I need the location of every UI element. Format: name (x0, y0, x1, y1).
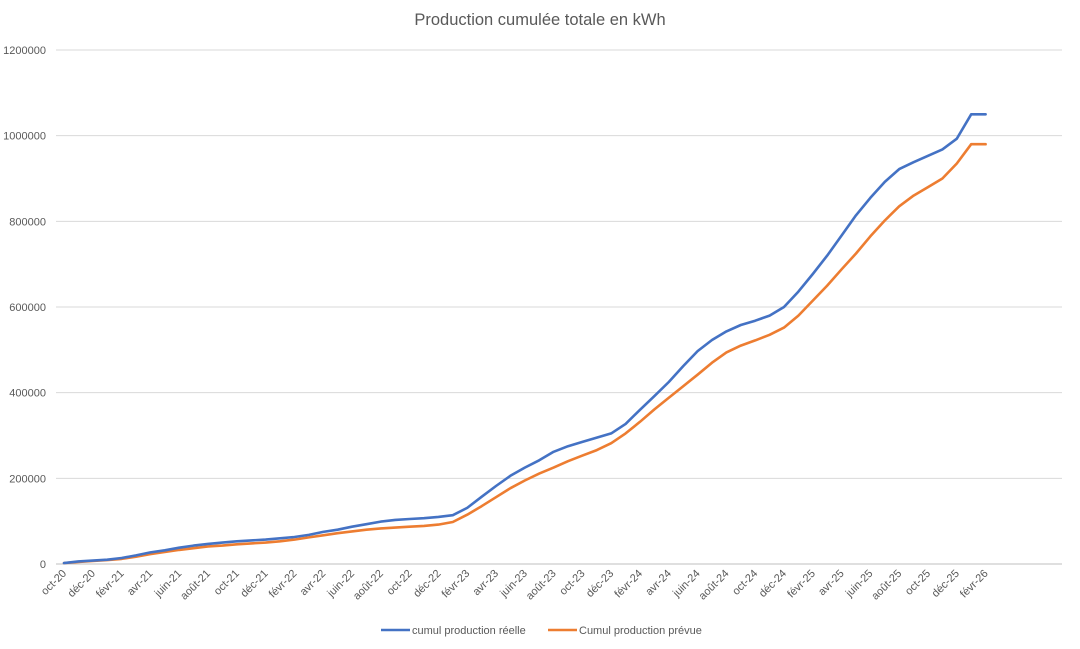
y-axis-ticks: 0 200000 400000 600000 800000 1000000 1200000 (3, 45, 46, 571)
x-tick-label: déc-23 (584, 568, 616, 600)
series-line-2 (62, 142, 987, 565)
x-tick-label: déc-20 (66, 568, 98, 600)
x-tick-label: avr-25 (816, 568, 847, 599)
x-tick-label: août-22 (351, 568, 386, 603)
y-tick-label: 800000 (9, 216, 46, 228)
x-axis-ticks: oct-20déc-20févr-21avr-21juin-21août-21o… (39, 568, 991, 603)
y-tick-label: 0 (40, 559, 46, 571)
x-tick-label: févr-24 (612, 568, 645, 601)
x-tick-label: févr-25 (785, 568, 818, 601)
x-tick-label: avr-22 (298, 568, 329, 599)
x-tick-label: avr-24 (643, 568, 674, 599)
x-tick-label: oct-22 (385, 568, 415, 598)
grid-lines (56, 49, 1062, 565)
y-tick-label: 200000 (9, 473, 46, 485)
x-tick-label: févr-21 (94, 568, 127, 601)
x-tick-label: août-21 (178, 568, 213, 603)
legend-label: Cumul production prévue (579, 625, 702, 637)
x-tick-label: oct-25 (903, 568, 933, 598)
y-tick-label: 600000 (9, 302, 46, 314)
legend-label: cumul production réelle (412, 625, 526, 637)
x-tick-label: avr-21 (125, 568, 156, 599)
legend: cumul production réelle Cumul production … (381, 625, 702, 637)
x-tick-label: févr-23 (440, 568, 473, 601)
x-tick-label: févr-22 (267, 568, 300, 601)
x-tick-label: août-24 (697, 568, 732, 603)
x-tick-label: août-25 (869, 568, 904, 603)
x-tick-label: déc-25 (930, 568, 962, 600)
x-tick-label: déc-24 (757, 568, 789, 600)
x-tick-label: oct-24 (730, 568, 760, 598)
x-tick-label: févr-26 (958, 568, 991, 601)
x-tick-label: déc-21 (238, 568, 270, 600)
x-tick-label: avr-23 (471, 568, 502, 599)
x-tick-label: oct-20 (39, 568, 69, 598)
y-tick-label: 400000 (9, 388, 46, 400)
chart-title: Production cumulée totale en kWh (414, 11, 666, 29)
series-lines (62, 113, 987, 565)
x-tick-label: déc-22 (411, 568, 443, 600)
y-tick-label: 1000000 (3, 131, 46, 143)
y-tick-label: 1200000 (3, 45, 46, 57)
x-tick-label: oct-21 (212, 568, 242, 598)
series-line-1 (62, 113, 987, 565)
x-tick-label: août-23 (524, 568, 559, 603)
x-tick-label: oct-23 (557, 568, 587, 598)
